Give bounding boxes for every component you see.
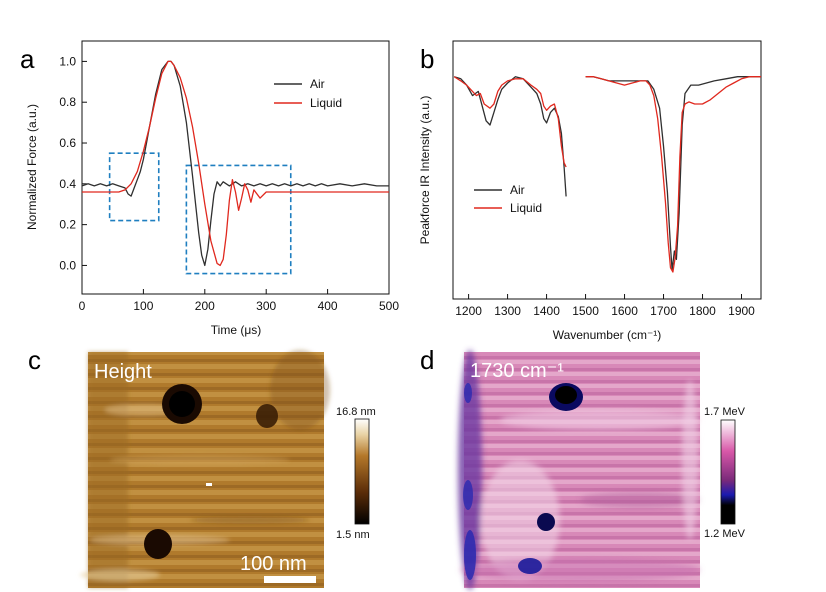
panel-a-ytick-label: 0.2 <box>59 218 76 232</box>
panel-b-xtick-label: 1800 <box>689 304 716 318</box>
panel-b-series-air-segment-1 <box>454 76 567 197</box>
panel-a-xtick-label: 0 <box>79 299 86 313</box>
panel-a-legend: Air Liquid <box>274 77 342 110</box>
panel-label-d: d <box>420 345 434 375</box>
legend-b-air-label: Air <box>510 183 525 197</box>
height-label: Height <box>94 361 152 383</box>
panel-b-xtick-label: 1300 <box>494 304 521 318</box>
colorbar-d-min: 1.2 MeV <box>704 528 746 540</box>
panel-a-xlabel: Time (μs) <box>211 323 261 337</box>
panel-b-xtick-label: 1500 <box>572 304 599 318</box>
panel-a-xtick-label: 300 <box>256 299 276 313</box>
colorbar-c-max: 16.8 nm <box>336 406 376 418</box>
panel-b-frame <box>452 40 762 300</box>
panel-b-xtick-label: 1700 <box>650 304 677 318</box>
panel-b-series-liquid-segment-2 <box>585 76 761 273</box>
panel-label-a: a <box>20 44 35 74</box>
panel-a-ytick-label: 0.4 <box>59 177 76 191</box>
panel-a-xtick-label: 100 <box>133 299 153 313</box>
panel-a-ytick-label: 1.0 <box>59 54 76 68</box>
height-pit-3 <box>144 529 172 559</box>
colorbar-c-min: 1.5 nm <box>336 529 370 541</box>
panel-b-xtick-label: 1200 <box>455 304 482 318</box>
panel-c-height-map: Height 100 nm <box>80 350 330 588</box>
panel-label-c: c <box>28 345 41 375</box>
panel-b-series-air-segment-2 <box>585 76 761 271</box>
colorbar-d <box>720 419 736 525</box>
ir-map-label: 1730 cm⁻¹ <box>470 360 564 382</box>
scale-bar-label: 100 nm <box>240 553 307 575</box>
panel-a-series-air <box>81 60 389 267</box>
panel-a-xtick-label: 500 <box>379 299 399 313</box>
panel-a-ytick-label: 0.0 <box>59 258 76 272</box>
panel-a-ylabel: Normalized Force (a.u.) <box>25 104 39 230</box>
panel-b-legend: Air Liquid <box>474 183 542 215</box>
colorbar-c <box>354 418 370 525</box>
ir-dark-region-2 <box>537 513 555 531</box>
panel-a-frame <box>81 40 390 295</box>
scale-bar <box>264 576 316 583</box>
panel-a-xtick-label: 200 <box>195 299 215 313</box>
height-bright-spot <box>206 483 212 486</box>
panel-a-ytick-label: 0.8 <box>59 95 76 109</box>
panel-c-colorbar: 16.8 nm 1.5 nm <box>336 406 376 541</box>
panel-a-xtick-label: 400 <box>318 299 338 313</box>
panel-b-xtick-label: 1900 <box>728 304 755 318</box>
panel-b-xtick-label: 1600 <box>611 304 638 318</box>
panel-b-series-liquid-segment-1 <box>453 76 567 168</box>
panel-a-dashed-box-2 <box>185 164 292 275</box>
colorbar-d-max: 1.7 MeV <box>704 406 746 418</box>
panel-b-xtick-label: 1400 <box>533 304 560 318</box>
legend-liquid-label: Liquid <box>310 96 342 110</box>
panel-a-dashed-box-1 <box>108 152 160 222</box>
panel-a-chart: 0 100 200 300 400 500 0.0 0.2 0.4 0.6 0.8 1.0 Time… <box>25 40 399 337</box>
panel-d-colorbar: 1.7 MeV 1.2 MeV <box>704 406 746 540</box>
panel-label-b: b <box>420 44 434 74</box>
panel-b-ylabel: Peakforce IR Intensity (a.u.) <box>418 96 432 245</box>
panel-d-ir-map: 1730 cm⁻¹ <box>458 350 700 590</box>
legend-b-liquid-label: Liquid <box>510 201 542 215</box>
panel-a-ytick-label: 0.6 <box>59 136 76 150</box>
panel-a-series-liquid <box>82 60 389 267</box>
legend-air-label: Air <box>310 77 325 91</box>
panel-b-chart: 1200 1300 1400 1500 1600 1700 1800 1900 Wavenum… <box>418 40 762 342</box>
panel-b-xlabel: Wavenumber (cm⁻¹) <box>553 328 662 342</box>
height-pit-2 <box>256 404 278 428</box>
